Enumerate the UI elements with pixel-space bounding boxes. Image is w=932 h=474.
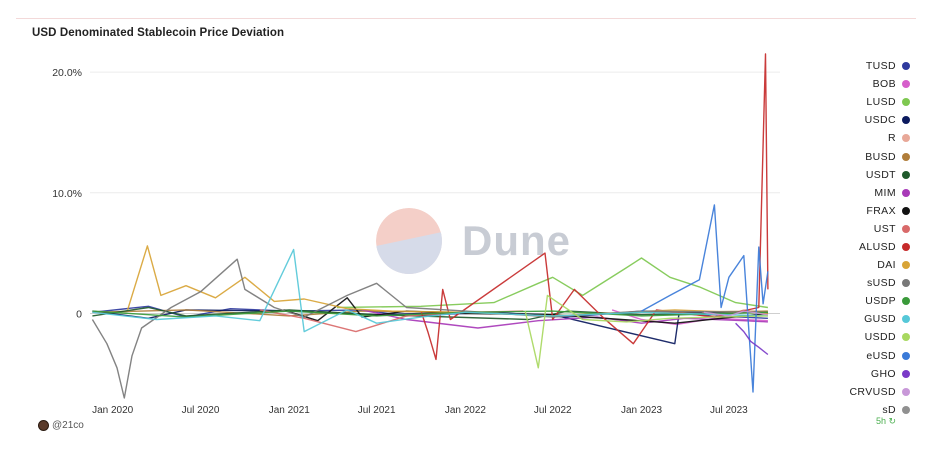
- legend-label: R: [888, 132, 896, 145]
- legend-swatch-icon: [902, 369, 910, 378]
- legend-item-usdt[interactable]: USDT: [820, 166, 910, 184]
- legend-item-mim[interactable]: MIM: [820, 184, 910, 202]
- series-line-crvusd: [703, 310, 769, 317]
- x-tick-label: Jan 2022: [445, 405, 487, 416]
- legend-swatch-icon: [902, 351, 910, 360]
- legend-swatch-icon: [902, 188, 910, 197]
- legend-label: USDC: [864, 114, 896, 127]
- legend-item-sd[interactable]: sD: [820, 401, 910, 419]
- x-tick-label: Jan 2020: [92, 405, 134, 416]
- legend-label: BOB: [872, 78, 896, 91]
- legend-item-crvusd[interactable]: CRVUSD: [820, 383, 910, 401]
- refresh-age-text: 5h: [876, 416, 887, 426]
- x-tick-label: Jul 2023: [710, 405, 748, 416]
- legend-label: USDT: [865, 168, 896, 181]
- refresh-icon: ↻: [888, 416, 897, 426]
- x-tick-label: Jan 2021: [269, 405, 311, 416]
- legend-label: UST: [873, 222, 896, 235]
- y-axis: 0 10.0% 20.0%: [52, 67, 82, 320]
- dune-logo-icon: [376, 208, 442, 274]
- legend-label: eUSD: [866, 349, 896, 362]
- legend-item-lusd[interactable]: LUSD: [820, 93, 910, 111]
- series-line-usdd: [524, 294, 768, 369]
- legend-swatch-icon: [902, 279, 910, 288]
- x-tick-label: Jan 2023: [621, 405, 663, 416]
- chart-title: USD Denominated Stablecoin Price Deviati…: [32, 27, 285, 39]
- series-line-gho: [735, 322, 769, 356]
- legend-label: USDD: [864, 331, 896, 344]
- refresh-badge[interactable]: 5h ↻: [876, 416, 896, 427]
- legend-label: GHO: [870, 367, 896, 380]
- x-axis: Jan 2020 Jul 2020 Jan 2021 Jul 2021 Jan 2022…: [92, 405, 748, 416]
- legend-item-eusd[interactable]: eUSD: [820, 347, 910, 365]
- chart-legend: TUSD BOB LUSD USDC R BUSD USDT MIM FRAX UST ALUSD D…: [820, 57, 910, 419]
- x-tick-label: Jul 2020: [182, 405, 220, 416]
- legend-swatch-icon: [902, 261, 910, 270]
- legend-item-gho[interactable]: GHO: [820, 365, 910, 383]
- legend-item-usdc[interactable]: USDC: [820, 111, 910, 129]
- legend-swatch-icon: [902, 170, 910, 179]
- legend-swatch-icon: [902, 315, 910, 324]
- x-tick-label: Jul 2022: [534, 405, 572, 416]
- y-tick-label: 10.0%: [52, 188, 82, 200]
- legend-swatch-icon: [902, 206, 910, 215]
- legend-item-gusd[interactable]: GUSD: [820, 310, 910, 328]
- legend-label: FRAX: [866, 204, 896, 217]
- grid-layer: [90, 71, 780, 314]
- legend-item-dai[interactable]: DAI: [820, 256, 910, 274]
- legend-item-frax[interactable]: FRAX: [820, 202, 910, 220]
- series-line-bob: [611, 309, 768, 326]
- legend-label: LUSD: [866, 96, 896, 109]
- legend-label: sUSD: [866, 277, 896, 290]
- creator-avatar-icon: [38, 420, 49, 431]
- legend-swatch-icon: [902, 387, 910, 396]
- y-tick-label: 0: [76, 309, 82, 321]
- x-tick-label: Jul 2021: [358, 405, 396, 416]
- dune-watermark-text: Dune: [462, 217, 571, 264]
- legend-item-bob[interactable]: BOB: [820, 75, 910, 93]
- legend-swatch-icon: [902, 224, 910, 233]
- legend-item-susd[interactable]: sUSD: [820, 274, 910, 292]
- series-line-lusd: [336, 257, 769, 309]
- legend-item-r[interactable]: R: [820, 129, 910, 147]
- legend-swatch-icon: [902, 405, 910, 414]
- legend-item-alusd[interactable]: ALUSD: [820, 238, 910, 256]
- legend-label: DAI: [877, 259, 896, 272]
- credit-text: @21co: [52, 420, 84, 431]
- legend-item-usdp[interactable]: USDP: [820, 292, 910, 310]
- series-line-gusd: [92, 248, 768, 333]
- credit: @21co: [38, 420, 84, 431]
- legend-item-tusd[interactable]: TUSD: [820, 57, 910, 75]
- legend-label: MIM: [874, 186, 896, 199]
- legend-swatch-icon: [902, 116, 910, 125]
- series-line-susd: [91, 258, 768, 399]
- legend-swatch-icon: [902, 62, 910, 71]
- legend-item-usdd[interactable]: USDD: [820, 328, 910, 346]
- legend-swatch-icon: [902, 152, 910, 161]
- series-line-eusd: [641, 204, 769, 393]
- series-layer: [91, 53, 769, 399]
- legend-label: GUSD: [864, 313, 896, 326]
- legend-swatch-icon: [902, 333, 910, 342]
- legend-swatch-icon: [902, 134, 910, 143]
- legend-label: sD: [882, 403, 896, 416]
- legend-label: TUSD: [865, 60, 896, 73]
- legend-swatch-icon: [902, 297, 910, 306]
- legend-label: ALUSD: [858, 240, 896, 253]
- legend-swatch-icon: [902, 98, 910, 107]
- legend-item-busd[interactable]: BUSD: [820, 147, 910, 165]
- legend-label: BUSD: [865, 150, 896, 163]
- top-divider: [16, 18, 916, 19]
- legend-label: USDP: [865, 295, 896, 308]
- y-tick-label: 20.0%: [52, 67, 82, 79]
- legend-swatch-icon: [902, 80, 910, 89]
- legend-swatch-icon: [902, 242, 910, 251]
- legend-label: CRVUSD: [849, 385, 896, 398]
- dune-watermark: Dune: [376, 208, 571, 274]
- legend-item-ust[interactable]: UST: [820, 220, 910, 238]
